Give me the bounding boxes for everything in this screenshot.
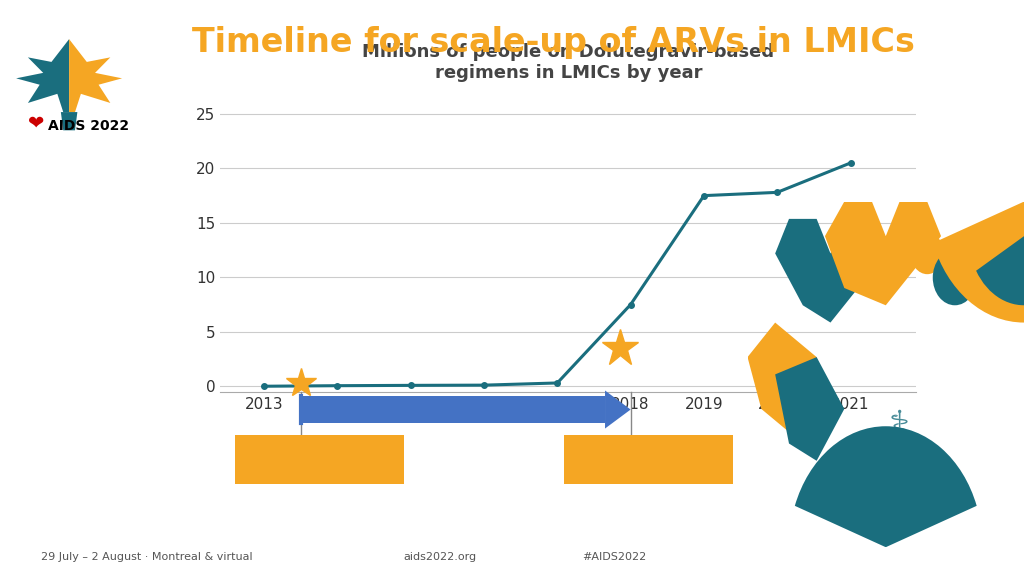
Text: aids2022.org: aids2022.org <box>403 552 477 562</box>
Text: 29 July – 2 August · Montreal & virtual: 29 July – 2 August · Montreal & virtual <box>41 552 253 562</box>
Polygon shape <box>775 219 886 323</box>
Text: Timeline for scale-up of ARVs in LMICs: Timeline for scale-up of ARVs in LMICs <box>191 26 914 59</box>
Text: #AIDS2022: #AIDS2022 <box>583 552 646 562</box>
Circle shape <box>966 233 999 274</box>
Wedge shape <box>933 202 1024 323</box>
Polygon shape <box>60 112 78 130</box>
Text: Approval of Dolutegravir
by the US FDA: Approval of Dolutegravir by the US FDA <box>222 444 416 475</box>
Text: ~ 5  years: ~ 5 years <box>397 400 508 419</box>
Text: Beginning of scale-up in
LMICs: Beginning of scale-up in LMICs <box>554 444 743 475</box>
Wedge shape <box>976 236 1024 305</box>
Circle shape <box>933 250 977 305</box>
Title: Millions of people on Dolutegravir-based
regimens in LMICs by year: Millions of people on Dolutegravir-based… <box>362 43 774 82</box>
Wedge shape <box>795 426 977 547</box>
Polygon shape <box>775 357 844 461</box>
Text: ⚕: ⚕ <box>889 407 910 445</box>
Polygon shape <box>825 202 941 305</box>
Text: AIDS 2022: AIDS 2022 <box>48 119 129 133</box>
Polygon shape <box>16 39 70 112</box>
Circle shape <box>910 233 944 274</box>
Polygon shape <box>748 323 830 444</box>
Polygon shape <box>70 39 122 112</box>
Text: ❤: ❤ <box>28 114 44 133</box>
